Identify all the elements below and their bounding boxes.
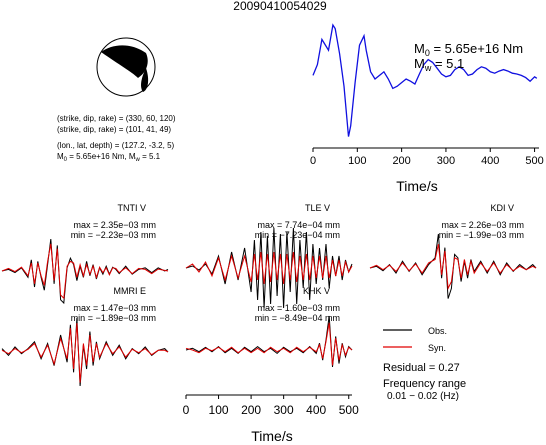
stf-tick-label: 500 bbox=[525, 155, 543, 167]
waveform-x-ticks: 0 100 200 300 400 500 bbox=[183, 395, 359, 417]
stf-tick-label: 100 bbox=[348, 155, 366, 167]
source-time-function-plot: 0 100 200 300 400 500 Time/s M0 = 5.65e+16 Nm… bbox=[310, 23, 544, 194]
synthetic-waveform bbox=[185, 251, 353, 285]
observed-waveform bbox=[185, 315, 353, 368]
stf-x-axis-label: Time/s bbox=[396, 178, 437, 194]
station-min: min = −2.23e−03 mm bbox=[71, 230, 156, 240]
station-name: MMRI E bbox=[114, 286, 147, 296]
location-text: (lon., lat, depth) = (127.2, -3.2, 5) bbox=[57, 141, 175, 150]
waveform-tick-label: 400 bbox=[306, 403, 326, 417]
waveform-tick-label: 500 bbox=[339, 403, 359, 417]
nodal-plane-2-text: (strike, dip, rake) = (101, 41, 49) bbox=[57, 125, 171, 134]
stf-tick-label: 200 bbox=[392, 155, 410, 167]
station-max: max = 1.60e−03 mm bbox=[257, 303, 340, 313]
stf-tick-label: 0 bbox=[310, 155, 316, 167]
station-name: TLE V bbox=[305, 203, 330, 213]
waveform-tick-label: 0 bbox=[183, 403, 190, 417]
stf-m0-annotation: M0 = 5.65e+16 Nm bbox=[414, 41, 523, 58]
frequency-range-title: Frequency range bbox=[383, 378, 466, 390]
synthetic-waveform bbox=[1, 243, 169, 300]
nodal-plane-1-text: (strike, dip, rake) = (330, 60, 120) bbox=[57, 114, 176, 123]
station-name: TNTI V bbox=[118, 203, 147, 213]
stf-x-ticks: 0 100 200 300 400 500 bbox=[310, 148, 544, 167]
stf-tick-label: 400 bbox=[481, 155, 499, 167]
legend-syn-label: Syn. bbox=[428, 343, 446, 353]
station-name: KDI V bbox=[490, 203, 514, 213]
beachball-compressional-lower bbox=[141, 68, 149, 92]
stf-tick-label: 300 bbox=[437, 155, 455, 167]
station-min: min = −7.23e−04 mm bbox=[255, 230, 340, 240]
stf-curve bbox=[312, 23, 538, 137]
synthetic-waveform bbox=[1, 323, 169, 383]
moment-text: M0 = 5.65e+16 Nm, Mw = 5.1 bbox=[57, 152, 161, 163]
station-max: max = 2.35e−03 mm bbox=[73, 220, 156, 230]
station-max: max = 7.74e−04 mm bbox=[257, 220, 340, 230]
waveform-tick-label: 300 bbox=[274, 403, 294, 417]
legend-obs-label: Obs. bbox=[428, 326, 447, 336]
station-min: min = −8.49e−04 mm bbox=[255, 313, 340, 323]
beachball bbox=[96, 37, 156, 97]
frequency-range-value: 0.01 − 0.02 (Hz) bbox=[387, 391, 459, 402]
station-max: max = 2.26e−03 mm bbox=[441, 220, 524, 230]
waveform-time-axis: 0 100 200 300 400 500 Time/s bbox=[183, 394, 359, 444]
figure-title: 20090410054029 bbox=[233, 0, 327, 13]
station-min: min = −1.89e−03 mm bbox=[71, 313, 156, 323]
beachball-compressional-upper bbox=[101, 45, 148, 78]
residual-text: Residual = 0.27 bbox=[383, 362, 460, 374]
station-max: max = 1.47e−03 mm bbox=[73, 303, 156, 313]
station-min: min = −1.99e−03 mm bbox=[439, 230, 524, 240]
legend: Obs. Syn. bbox=[383, 326, 447, 353]
synthetic-waveform bbox=[185, 322, 353, 366]
waveform-tick-label: 200 bbox=[241, 403, 261, 417]
waveform-x-axis-label: Time/s bbox=[251, 428, 292, 444]
station-name: KHK V bbox=[303, 286, 330, 296]
waveform-tick-label: 100 bbox=[209, 403, 229, 417]
stf-mw-annotation: Mw = 5.1 bbox=[414, 56, 464, 73]
synthetic-waveform bbox=[369, 244, 537, 291]
